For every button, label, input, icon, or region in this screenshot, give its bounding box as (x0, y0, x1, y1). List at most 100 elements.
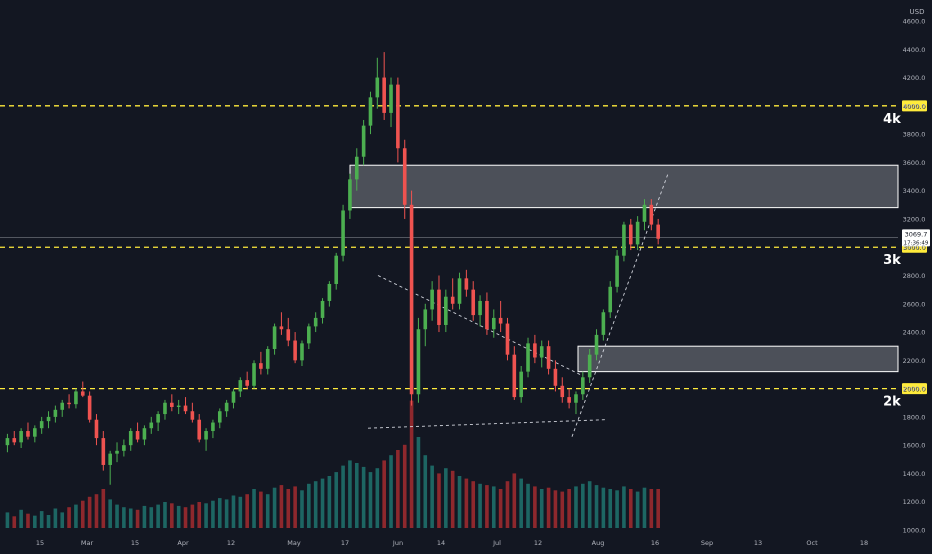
candle (587, 349, 592, 383)
y-tick-label: 3400.0 (903, 187, 926, 195)
x-tick-label: Aug (592, 539, 605, 547)
candle (197, 414, 202, 443)
candle-body (423, 309, 428, 330)
candle (252, 360, 256, 389)
volume-bar (122, 507, 126, 528)
volume-bar (450, 470, 455, 528)
candle-body (87, 395, 92, 420)
volume-bar (217, 498, 222, 528)
candle (416, 317, 421, 403)
candle (149, 416, 154, 434)
candle-body (402, 148, 407, 205)
candle (286, 317, 291, 347)
x-tick-label: 18 (860, 539, 868, 547)
candle-body (581, 377, 585, 395)
volume-bar (108, 499, 112, 528)
candle-body (259, 363, 263, 369)
candle-layer (5, 52, 660, 485)
volume-bar (594, 485, 599, 528)
candle-body (300, 343, 304, 361)
candle-body (491, 317, 496, 330)
candle-body (444, 296, 448, 325)
volume-bar (512, 473, 517, 528)
candle (546, 340, 551, 375)
candle-body (320, 300, 325, 318)
candle (581, 371, 585, 400)
x-tick-label: 14 (437, 539, 445, 547)
volume-bar (526, 483, 530, 528)
candle (635, 216, 640, 251)
candle-body (533, 343, 537, 358)
candle-body (33, 428, 37, 437)
y-tick-label: 4200.0 (903, 74, 926, 82)
candle-body (519, 371, 523, 398)
level-tag-3k: 3000.0 (903, 244, 926, 252)
candle (375, 57, 380, 109)
candle-body (67, 402, 71, 405)
volume-bar (101, 489, 106, 528)
trend-line (571, 173, 669, 437)
candle-body (327, 283, 332, 301)
candle (313, 312, 318, 333)
candle-body (80, 391, 85, 396)
candle (526, 337, 530, 378)
candle (80, 381, 85, 398)
candle (485, 292, 489, 335)
volume-bar (622, 486, 626, 528)
volume-bar (546, 487, 551, 528)
candle (307, 323, 311, 350)
candle (450, 278, 455, 310)
volume-bar (80, 500, 85, 528)
candle-body (567, 397, 571, 403)
volume-bar (642, 487, 647, 528)
candle-body (361, 125, 366, 157)
candle-body (265, 349, 270, 369)
volume-bar (87, 496, 92, 528)
candle (53, 405, 58, 423)
candle-body (396, 84, 400, 149)
y-axis: 1000.0 1200.0 1400.0 1600.0 1800.0 2000.0 2200… (903, 18, 926, 535)
currency-label: USD (910, 8, 925, 16)
x-tick-label: Jul (492, 539, 501, 547)
candle (320, 298, 325, 324)
volume-bar (190, 504, 195, 528)
candle (33, 425, 37, 443)
candle-body (485, 300, 489, 330)
candle (615, 250, 619, 293)
candle-body (142, 428, 147, 440)
candle (656, 218, 660, 245)
candle (622, 221, 626, 262)
candle-body (471, 289, 476, 316)
y-tick-label: 2000.0 (903, 385, 926, 393)
candle-body (313, 317, 318, 327)
candle (217, 408, 222, 429)
candle-body (478, 300, 482, 316)
candle-body (183, 405, 188, 412)
volume-bar (505, 481, 510, 528)
candle-body (26, 431, 30, 437)
x-tick-label: 15 (36, 539, 44, 547)
candle (354, 148, 359, 191)
volume-bar (560, 491, 565, 528)
y-tick-label: 4000.0 (903, 102, 926, 110)
level-tag-bg (902, 383, 927, 395)
level-tag-4k: 4000.0 (903, 103, 926, 111)
y-tick-label: 1000.0 (903, 527, 926, 535)
volume-bar (635, 491, 640, 528)
candle (649, 199, 654, 231)
volume-bar (396, 450, 400, 528)
candle-body (149, 422, 154, 429)
upper-supply-zone (349, 164, 899, 209)
candle-body (156, 414, 160, 423)
candle-body (498, 317, 503, 324)
candle-body (409, 204, 414, 395)
volume-bar (128, 508, 133, 528)
y-tick-label: 3200.0 (903, 215, 926, 223)
candle-body (115, 450, 119, 454)
candle-body (108, 453, 112, 465)
volume-bar (279, 485, 284, 528)
volume-bar (615, 490, 619, 528)
volume-bar (231, 495, 236, 528)
